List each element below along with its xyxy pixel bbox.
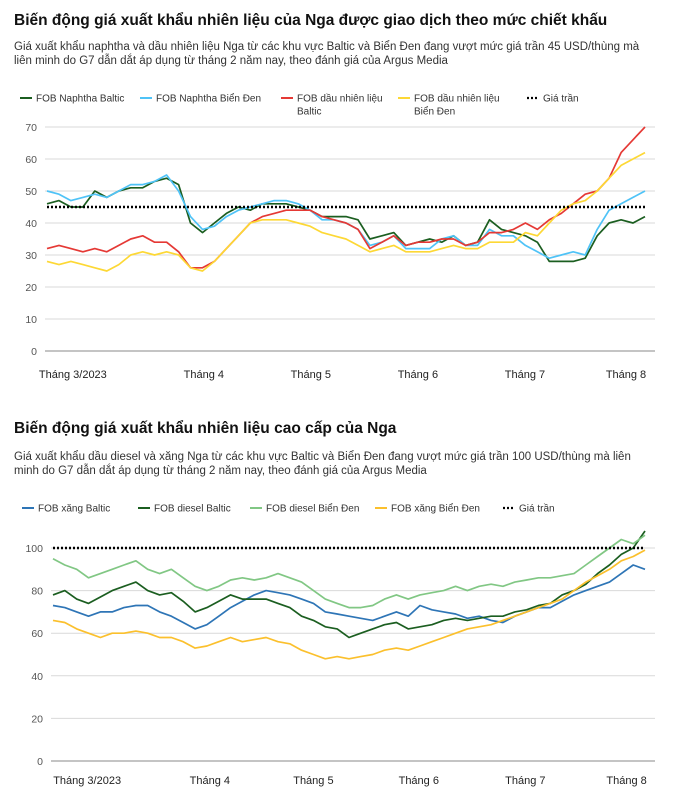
- y-tick-label: 0: [31, 346, 37, 358]
- y-tick-label: 60: [31, 628, 43, 640]
- x-tick-label: Tháng 3/2023: [39, 369, 107, 381]
- x-tick-label: Tháng 3/2023: [53, 775, 121, 787]
- legend-item: FOB Naphtha Biển Đen: [140, 93, 261, 105]
- legend-item: FOB dầu nhiên liệu Baltic: [281, 93, 383, 118]
- legend-item: FOB xăng Baltic: [22, 504, 110, 515]
- legend-label: FOB dầu nhiên liệu: [414, 93, 500, 105]
- x-tick-label: Tháng 4: [190, 775, 230, 787]
- fuel-discount-chart: Biến động giá xuất khẩu nhiên liệu của N…: [0, 0, 678, 395]
- legend-label: FOB dầu nhiên liệu: [297, 93, 383, 105]
- y-tick-label: 50: [25, 186, 37, 198]
- y-tick-label: 80: [31, 586, 43, 598]
- legend-label: Giá trần: [519, 503, 555, 515]
- legend-item: FOB diesel Baltic: [138, 504, 231, 515]
- chart-subtitle: Giá xuất khẩu dầu diesel và xăng Nga từ …: [14, 451, 631, 477]
- x-tick-label: Tháng 8: [606, 775, 646, 787]
- legend-label: Biển Đen: [414, 106, 455, 118]
- series-line: [46, 126, 646, 269]
- series-line: [46, 177, 646, 263]
- x-tick-label: Tháng 6: [399, 775, 439, 787]
- series-line: [52, 534, 646, 609]
- chart-subtitle: Giá xuất khẩu naphtha và dầu nhiên liệu …: [14, 41, 640, 67]
- premium-fuel-chart: Biến động giá xuất khẩu nhiên liệu cao c…: [0, 418, 678, 798]
- x-tick-label: Tháng 4: [184, 369, 224, 381]
- x-tick-label: Tháng 6: [398, 369, 438, 381]
- legend-item-cap: Giá trần: [527, 93, 579, 105]
- legend-item: FOB diesel Biển Đen: [250, 503, 359, 515]
- legend-label: FOB Naphtha Biển Đen: [156, 93, 261, 105]
- y-tick-label: 10: [25, 314, 37, 326]
- series-line: [52, 564, 646, 630]
- legend-label: Giá trần: [543, 93, 579, 105]
- series-line: [52, 549, 646, 660]
- y-tick-label: 0: [37, 756, 43, 768]
- y-tick-label: 20: [31, 713, 43, 725]
- legend-label: FOB xăng Baltic: [38, 504, 110, 515]
- x-tick-label: Tháng 8: [606, 369, 646, 381]
- x-tick-label: Tháng 5: [291, 369, 331, 381]
- chart-title: Biến động giá xuất khẩu nhiên liệu của N…: [14, 12, 608, 29]
- legend-label: FOB diesel Biển Đen: [266, 503, 359, 515]
- chart-title: Biến động giá xuất khẩu nhiên liệu cao c…: [14, 420, 397, 437]
- legend-label: FOB Naphtha Baltic: [36, 94, 124, 105]
- series-line: [46, 151, 646, 272]
- x-tick-label: Tháng 7: [505, 369, 545, 381]
- y-tick-label: 100: [25, 543, 43, 555]
- legend-item: FOB xăng Biển Đen: [375, 503, 480, 515]
- y-tick-label: 60: [25, 154, 37, 166]
- y-tick-label: 40: [25, 218, 37, 230]
- x-tick-label: Tháng 5: [293, 775, 333, 787]
- y-tick-label: 20: [25, 282, 37, 294]
- chart-plot: FOB Naphtha Baltic FOB Naphtha Biển Đen FO…: [20, 93, 655, 381]
- legend-label: Baltic: [297, 107, 321, 118]
- legend-label: FOB xăng Biển Đen: [391, 503, 480, 515]
- legend-label: FOB diesel Baltic: [154, 504, 231, 515]
- legend-item-cap: Giá trần: [503, 503, 555, 515]
- legend-item: FOB Naphtha Baltic: [20, 94, 124, 105]
- y-tick-label: 30: [25, 250, 37, 262]
- chart-plot: FOB xăng Baltic FOB diesel Baltic FOB dies…: [22, 503, 655, 787]
- y-tick-label: 40: [31, 671, 43, 683]
- x-tick-label: Tháng 7: [505, 775, 545, 787]
- y-tick-label: 70: [25, 122, 37, 134]
